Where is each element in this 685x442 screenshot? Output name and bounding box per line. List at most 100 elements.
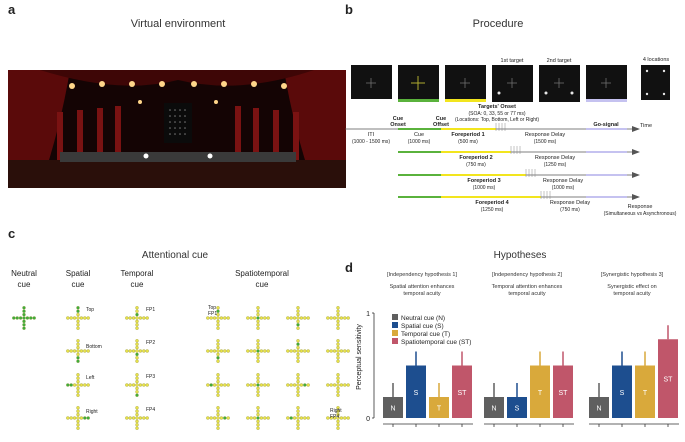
- cue-cross: [286, 406, 310, 430]
- cue-dot: [299, 416, 304, 420]
- cue-duration: (1000 ms): [408, 139, 431, 145]
- bar-label: T: [437, 406, 442, 413]
- cue-dot: [135, 326, 139, 330]
- cue-dot: [135, 373, 139, 377]
- y-tick-0: 0: [366, 416, 370, 423]
- cue-dot: [296, 349, 300, 353]
- cue-dot: [25, 316, 30, 320]
- cue-dot: [219, 316, 224, 320]
- cue-dot: [256, 426, 260, 430]
- cue-cross: [66, 339, 90, 363]
- cue-dot: [223, 349, 227, 353]
- subplot-3-subtitle: Synergistic effect on: [607, 284, 656, 290]
- cue-dot: [216, 356, 220, 360]
- cue-dot: [206, 316, 210, 320]
- cue-dot: [329, 349, 333, 353]
- bar-label: S: [414, 390, 419, 397]
- cue-dot: [299, 316, 304, 320]
- cue-cross: [206, 306, 230, 330]
- cue-dot: [76, 349, 80, 353]
- cue-dot: [296, 419, 300, 424]
- cue-dot: [66, 349, 70, 353]
- cue-dot: [326, 349, 330, 353]
- cue-dot: [336, 390, 340, 394]
- cue-dot: [289, 349, 293, 353]
- cue-dot: [329, 416, 333, 420]
- cue-dot: [256, 352, 260, 357]
- cue-dot: [138, 383, 143, 387]
- cue-dot: [256, 376, 260, 380]
- cue-dot: [256, 383, 260, 387]
- cue-dot: [72, 349, 77, 353]
- cue-dot: [76, 326, 80, 330]
- cue-dot: [22, 312, 26, 317]
- cue-dot: [209, 383, 213, 387]
- cue-dot: [22, 306, 26, 310]
- cue-dot: [256, 386, 260, 391]
- cue-dot: [219, 416, 224, 420]
- cue-dot: [306, 383, 310, 387]
- legend-swatch-spatiotemporal: [392, 338, 398, 344]
- cue-dot: [296, 383, 300, 387]
- cue-dot: [32, 316, 36, 320]
- cue-dot: [226, 316, 230, 320]
- cue-dot: [125, 316, 129, 320]
- cue-dot: [135, 306, 139, 310]
- cue-dot: [336, 319, 340, 324]
- cue-dot: [135, 390, 139, 394]
- cue-dot: [266, 316, 270, 320]
- cue-dot: [299, 383, 304, 387]
- cue-dot: [212, 383, 217, 387]
- cue-dot: [336, 383, 340, 387]
- cue-dot: [22, 316, 26, 320]
- cue-cross: [206, 406, 230, 430]
- cue-dot: [216, 406, 220, 410]
- cue-cross: [286, 373, 310, 397]
- cue-dot: [29, 316, 33, 320]
- cue-dot: [142, 416, 146, 420]
- cue-dot: [296, 390, 300, 394]
- y-axis-label: Perceptual sensitivity: [356, 324, 363, 390]
- cue-dot: [76, 306, 80, 310]
- cue-dot: [346, 349, 350, 353]
- cue-offset-label-2: Offset: [433, 122, 449, 128]
- cue-dot: [339, 416, 344, 420]
- target1-label: 1st target: [501, 58, 524, 64]
- subplot-1-subtitle-2: temporal acuity: [403, 291, 441, 297]
- cue-dot: [332, 383, 337, 387]
- cue-dot: [286, 316, 290, 320]
- cue-dot: [18, 316, 23, 320]
- spatial-label-top: Top: [86, 307, 94, 313]
- cue-dot: [336, 359, 340, 363]
- spatial-label-left: Left: [86, 375, 95, 381]
- cue-dot: [336, 409, 340, 413]
- legend-swatch-temporal: [392, 330, 398, 336]
- cue-cross: [286, 339, 310, 363]
- cue-dot: [135, 386, 139, 391]
- cue-dot: [216, 379, 220, 384]
- cue-dot: [296, 359, 300, 363]
- cue-cross: [66, 306, 90, 330]
- cue-dot: [336, 373, 340, 377]
- cue-dot: [256, 390, 260, 394]
- cue-dot: [296, 309, 300, 313]
- temporal-label-fp1: FP1: [146, 307, 155, 313]
- cue-dot: [256, 373, 260, 377]
- delay-3-label: Response Delay: [543, 178, 584, 184]
- cue-dot: [256, 339, 260, 343]
- cue-dot: [135, 309, 139, 313]
- cue-dot: [76, 373, 80, 377]
- cue-dot: [142, 383, 146, 387]
- cue-dot: [145, 349, 149, 353]
- iti-duration: (1000 - 1500 ms): [352, 139, 390, 145]
- delay-4-duration: (750 ms): [560, 207, 580, 213]
- cue-dot: [216, 383, 220, 387]
- cue-cross: [326, 373, 350, 397]
- subplot-1-subtitle: Spatial attention enhances: [390, 284, 455, 290]
- cue-dot: [22, 326, 26, 330]
- subplot-1-title: [Independency hypothesis 1]: [387, 272, 457, 278]
- cue-dot: [256, 312, 260, 317]
- targets-onset-soa: (SOA: 0, 33, 55 or 77 ms): [469, 111, 526, 117]
- panel-letter-c: c: [8, 226, 15, 241]
- timeline-bars: [345, 123, 640, 200]
